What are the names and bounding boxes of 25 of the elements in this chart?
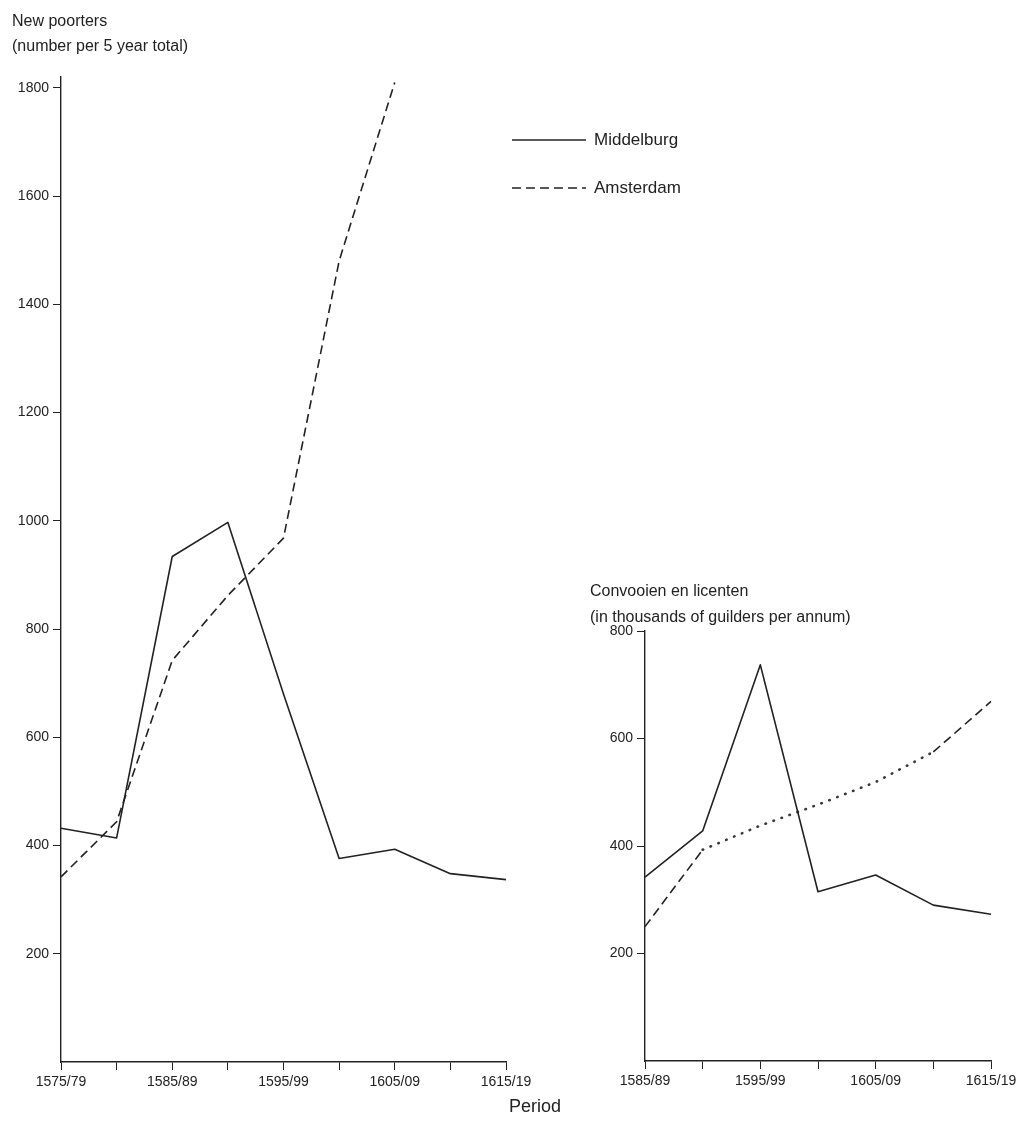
x-tick-label: 1615/19 (480, 1073, 532, 1090)
x-axis-title: Period (508, 1095, 562, 1116)
legend-label: Amsterdam (594, 177, 681, 197)
y-tick-label: 600 (25, 728, 50, 745)
x-tick-label: 1595/99 (258, 1073, 310, 1090)
y-tick-label: 1200 (17, 403, 50, 420)
x-tick-label: 1605/09 (850, 1072, 902, 1089)
y-tick-label: 400 (609, 836, 634, 853)
y-tick-label: 1800 (17, 78, 50, 95)
x-tick-label: 1595/99 (735, 1072, 786, 1089)
x-tick-label: 1585/89 (619, 1072, 671, 1089)
y-tick-label: 800 (25, 619, 50, 636)
y-tick-label: 200 (25, 944, 50, 961)
y-tick-label: 1000 (17, 511, 50, 528)
x-tick-label: 1615/19 (965, 1072, 1017, 1089)
x-tick-label: 1575/79 (35, 1073, 87, 1090)
y-tick-label: 200 (609, 944, 634, 961)
y-tick-label: 400 (25, 836, 50, 853)
y-tick-label: 1400 (17, 295, 50, 312)
x-tick-label: 1605/09 (369, 1073, 421, 1090)
y-axis-title: New poorters (number per 5 year total) (12, 12, 189, 55)
x-tick-label: 1585/89 (146, 1073, 198, 1090)
y-tick-label: 600 (609, 729, 634, 746)
legend-label: Middelburg (594, 129, 679, 149)
y-tick-label: 1600 (17, 186, 50, 203)
